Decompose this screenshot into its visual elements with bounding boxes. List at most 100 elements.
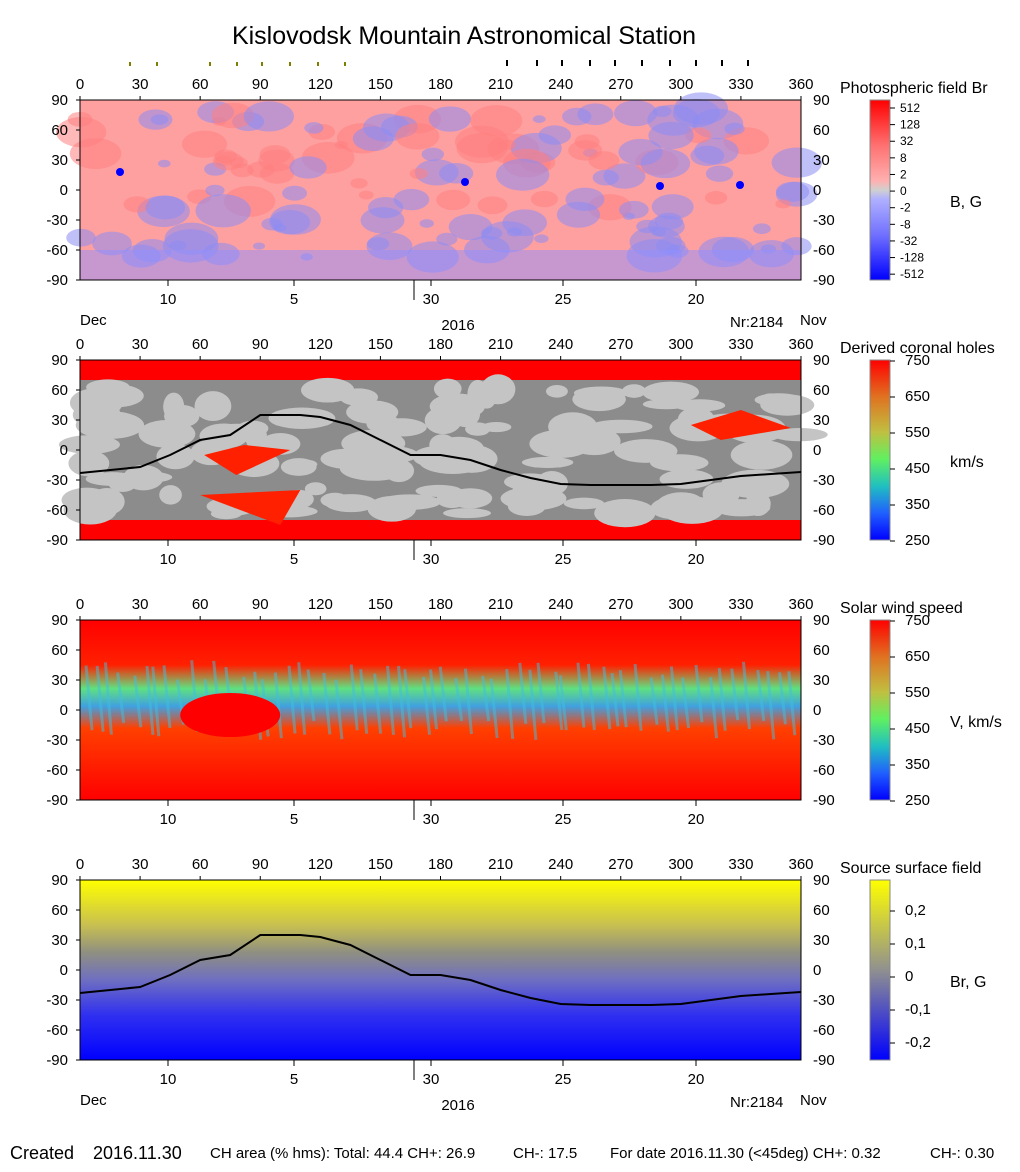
date-year-label: 2016 xyxy=(441,317,474,334)
closed-field-patch xyxy=(759,393,782,408)
lat-tick-label-left: -60 xyxy=(46,502,68,519)
colorbar-label: 450 xyxy=(905,720,930,737)
colorbar-label: 2 xyxy=(900,167,907,181)
field-blob xyxy=(496,159,549,191)
lat-tick-label-left: -30 xyxy=(46,992,68,1009)
closed-field-patch xyxy=(339,388,378,405)
closed-field-patch xyxy=(425,407,462,434)
field-blob xyxy=(557,202,600,228)
lon-tick-label: 330 xyxy=(728,336,753,353)
lat-tick-label-right: -30 xyxy=(813,732,835,749)
date-tick-label: 20 xyxy=(688,551,705,568)
lat-tick-label-right: 30 xyxy=(813,672,830,689)
closed-field-patch xyxy=(481,422,511,432)
lat-tick-label-left: 0 xyxy=(60,962,68,979)
colorbar-label: 350 xyxy=(905,496,930,513)
lon-tick-label: 120 xyxy=(308,76,333,93)
lat-tick-label-left: 60 xyxy=(51,642,68,659)
date-tick-label: 10 xyxy=(160,1071,177,1088)
field-blob xyxy=(648,122,693,149)
colorbar-label: 250 xyxy=(905,792,930,809)
lat-tick-label-right: -60 xyxy=(813,242,835,259)
colorbar xyxy=(870,100,890,280)
colorbar-label: -0,1 xyxy=(905,1001,931,1018)
panel-title: Source surface field xyxy=(840,860,981,877)
field-blob xyxy=(270,204,321,234)
lon-tick-label: 270 xyxy=(608,76,633,93)
field-blob xyxy=(753,223,771,234)
lat-tick-label-right: 90 xyxy=(813,92,830,109)
lon-tick-label: 0 xyxy=(76,76,84,93)
lat-tick-label-right: 0 xyxy=(813,702,821,719)
date-tick-label: 10 xyxy=(160,811,177,828)
closed-field-patch xyxy=(416,485,462,497)
lon-tick-label: 270 xyxy=(608,336,633,353)
closed-field-patch xyxy=(76,411,144,439)
colorbar-label: 350 xyxy=(905,756,930,773)
colorbar-unit: V, km/s xyxy=(950,714,1002,731)
closed-field-patch xyxy=(159,485,182,505)
field-blob xyxy=(394,189,430,210)
map-background xyxy=(80,880,801,1060)
lon-tick-label: 180 xyxy=(428,76,453,93)
lon-tick-label: 300 xyxy=(668,596,693,613)
lon-tick-label: 210 xyxy=(488,336,513,353)
lat-tick-label-right: 60 xyxy=(813,642,830,659)
field-blob xyxy=(534,234,548,243)
lat-tick-label-right: 30 xyxy=(813,412,830,429)
closed-field-patch xyxy=(211,508,242,519)
field-blob xyxy=(652,194,694,219)
lat-tick-label-left: -30 xyxy=(46,732,68,749)
lon-tick-label: 330 xyxy=(728,76,753,93)
colorbar-label: 8 xyxy=(900,151,907,165)
closed-field-patch xyxy=(87,384,144,407)
closed-field-patch xyxy=(320,493,349,508)
lat-tick-label-left: -60 xyxy=(46,762,68,779)
lat-tick-label-right: 0 xyxy=(813,962,821,979)
lat-tick-label-left: 90 xyxy=(51,92,68,109)
field-blob xyxy=(205,185,224,197)
field-blob xyxy=(690,146,724,166)
colorbar-label: 0,1 xyxy=(905,935,926,952)
closed-field-patch xyxy=(508,497,546,516)
lon-tick-label: 300 xyxy=(668,76,693,93)
date-tick-label: 20 xyxy=(688,1071,705,1088)
lon-tick-label: 240 xyxy=(548,856,573,873)
lon-tick-label: 270 xyxy=(608,596,633,613)
lon-tick-label: 0 xyxy=(76,336,84,353)
closed-field-patch xyxy=(642,382,699,403)
date-tick-label: 5 xyxy=(290,1071,298,1088)
closed-field-patch xyxy=(163,393,184,421)
lat-tick-label-left: -90 xyxy=(46,792,68,809)
lon-tick-label: 360 xyxy=(788,596,813,613)
field-blob xyxy=(361,207,405,233)
lat-tick-label-left: 0 xyxy=(60,442,68,459)
lon-tick-label: 330 xyxy=(728,856,753,873)
date-tick-label: 30 xyxy=(423,291,440,308)
lon-tick-label: 210 xyxy=(488,856,513,873)
date-tick-label: 30 xyxy=(423,811,440,828)
lon-tick-label: 300 xyxy=(668,856,693,873)
closed-field-patch xyxy=(305,482,327,495)
closed-field-patch xyxy=(368,496,416,522)
field-blob xyxy=(196,194,251,227)
field-blob xyxy=(260,145,291,164)
closed-field-patch xyxy=(443,508,491,518)
field-blob xyxy=(367,237,389,250)
field-blob xyxy=(705,191,727,204)
lat-tick-label-left: 30 xyxy=(51,152,68,169)
colorbar-label: 650 xyxy=(905,648,930,665)
closed-field-patch xyxy=(434,379,462,399)
field-blob xyxy=(436,190,470,210)
field-blob xyxy=(724,123,744,135)
lat-tick-label-left: -90 xyxy=(46,272,68,289)
lon-tick-label: 360 xyxy=(788,76,813,93)
lat-tick-label-right: 0 xyxy=(813,182,821,199)
field-blob xyxy=(776,182,809,202)
colorbar-label: -8 xyxy=(900,217,911,231)
colorbar-label: 0 xyxy=(900,184,907,198)
colorbar-label: 0,2 xyxy=(905,902,926,919)
lon-tick-label: 150 xyxy=(368,596,393,613)
lat-tick-label-left: 30 xyxy=(51,932,68,949)
closed-field-patch xyxy=(64,495,117,525)
